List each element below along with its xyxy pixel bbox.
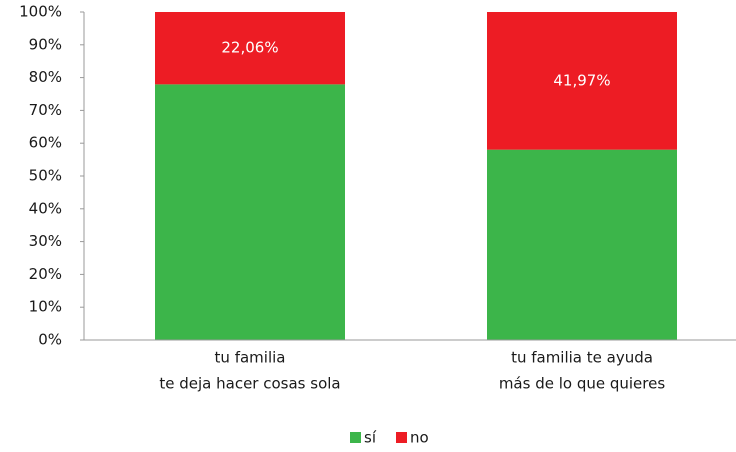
x-tick-label: más de lo que quieres (499, 375, 666, 393)
y-tick-label: 100% (19, 3, 62, 21)
data-label: 22,06% (221, 39, 278, 57)
data-label: 41,97% (553, 71, 610, 89)
y-tick-label: 40% (29, 199, 62, 217)
bar-segment (487, 149, 677, 340)
legend-label: sí (364, 429, 377, 447)
x-tick-label: tu familia (215, 349, 286, 367)
y-tick-label: 60% (29, 134, 62, 152)
bar-segment (155, 12, 345, 85)
x-tick-label: te deja hacer cosas sola (159, 375, 340, 393)
legend-swatch (350, 432, 361, 443)
y-tick-label: 20% (29, 265, 62, 283)
y-tick-label: 80% (29, 68, 62, 86)
legend-label: no (410, 429, 429, 447)
y-tick-label: 90% (29, 35, 62, 53)
y-tick-label: 30% (29, 232, 62, 250)
y-tick-label: 10% (29, 298, 62, 316)
x-tick-label: tu familia te ayuda (511, 349, 653, 367)
legend-swatch (396, 432, 407, 443)
y-tick-label: 70% (29, 101, 62, 119)
bar-segment (155, 84, 345, 340)
bar-segment (487, 12, 677, 150)
y-tick-label: 50% (29, 167, 62, 185)
y-tick-label: 0% (38, 331, 62, 349)
